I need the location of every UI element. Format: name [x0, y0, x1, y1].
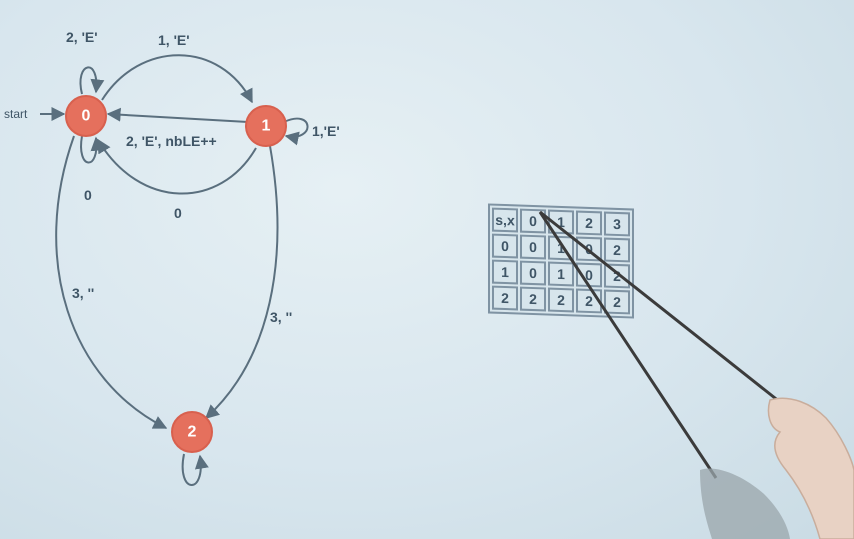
state-node-2: 2 [171, 411, 213, 453]
edge-1-0-bottom [97, 138, 257, 195]
state-label-0: 0 [82, 108, 91, 125]
edge-2-2 [181, 453, 209, 486]
edge-0-1 [101, 54, 253, 104]
edge-label-1-0-straight: 2, 'E', nbLE++ [126, 133, 217, 149]
edge-label-0-2: 3, '' [72, 285, 94, 301]
state-node-0: 0 [65, 95, 107, 137]
start-label: start [4, 107, 28, 121]
hand [767, 397, 854, 539]
state-label-2: 2 [188, 424, 197, 441]
pointer-stick-1 [539, 210, 781, 404]
edge-label-1-1: 1,'E' [312, 123, 340, 139]
edge-label-0-0-bottom: 0 [84, 187, 92, 203]
state-node-1: 1 [245, 105, 287, 147]
edge-label-1-2: 3, '' [270, 309, 292, 325]
edge-0-0-bottom [80, 135, 105, 164]
state-label-1: 1 [262, 118, 271, 135]
edge-0-2 [55, 135, 168, 429]
edge-0-0-top [79, 66, 105, 95]
edge-1-0-straight [106, 107, 249, 123]
edge-label-0-0-top: 2, 'E' [66, 29, 98, 45]
edge-label-0-1: 1, 'E' [158, 32, 190, 48]
hand-shadow [700, 468, 790, 539]
edge-1-1 [283, 117, 309, 146]
edge-1-2 [204, 145, 279, 419]
edge-label-1-0-bottom: 0 [174, 205, 182, 221]
pointer-stick-2 [538, 211, 718, 479]
